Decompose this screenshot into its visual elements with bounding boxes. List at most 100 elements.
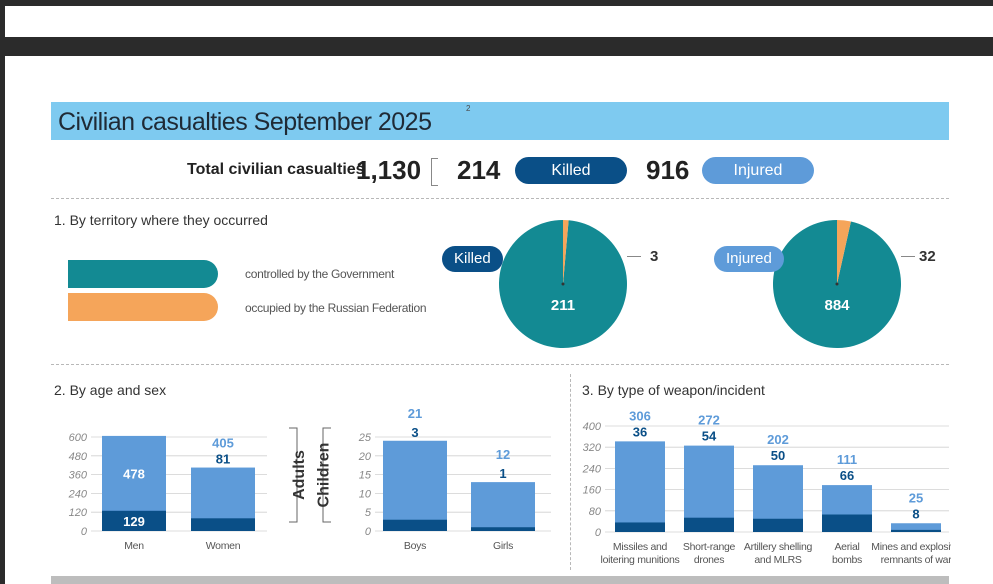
section-3-title: 3. By type of weapon/incident [582, 382, 765, 398]
adults-children-brackets [289, 427, 331, 523]
title-band: Civilian casualties September 2025 2 [51, 102, 949, 140]
killed-value-label: 36 [633, 424, 647, 439]
bar-killed [471, 527, 535, 531]
bar-killed [615, 522, 665, 532]
totals-label: Total civilian casualties [187, 161, 365, 178]
divider [51, 364, 949, 365]
x-tick-label: bombs [832, 554, 862, 566]
y-tick-label: 0 [81, 526, 88, 538]
x-tick-label: Mines and explosive [871, 541, 951, 553]
injured-value-label: 202 [767, 432, 789, 447]
x-tick-label: Aerial [834, 541, 859, 553]
bar-chart-children: 0 5 10 15 20 25 Boys 3 21 Girls 1 12 [358, 406, 551, 552]
injured-count: 916 [646, 155, 690, 185]
bar-killed [102, 510, 166, 531]
y-tick-label: 0 [365, 526, 372, 538]
injured-value-label: 12 [496, 447, 510, 462]
y-tick-label: 240 [582, 463, 602, 475]
pie-center-dot [835, 282, 839, 286]
x-tick-label: Missiles and [613, 541, 668, 553]
bar-killed [891, 529, 941, 532]
bar-injured [471, 482, 535, 531]
pie-chart-killed: 211 [499, 220, 627, 348]
pie-killed-tag: Killed [442, 246, 503, 272]
children-label: Children [315, 442, 333, 508]
y-tick-label: 5 [365, 507, 372, 519]
y-tick-label: 160 [583, 485, 602, 497]
killed-value-label: 3 [411, 425, 418, 440]
x-tick-label: loitering munitions [601, 554, 680, 566]
page-title: Civilian casualties September 2025 [58, 108, 432, 136]
section-2-title: 2. By age and sex [54, 382, 167, 398]
legend-swatch-occupied [68, 293, 218, 321]
killed-value-label: 129 [123, 514, 145, 529]
injured-pill: Injured [702, 157, 814, 184]
title-footnote: 2 [466, 104, 471, 113]
y-tick-label: 480 [69, 451, 88, 463]
pie-killed-occupied-value: 3 [650, 248, 659, 265]
pie-slice-occupied [837, 220, 851, 284]
injured-value-label: 111 [837, 452, 857, 467]
killed-value-label: 8 [912, 506, 919, 521]
divider [51, 198, 949, 199]
injured-value-label: 272 [698, 413, 720, 428]
injured-value-label: 478 [123, 466, 145, 481]
bar-injured [383, 440, 447, 531]
killed-value-label: 50 [771, 448, 785, 463]
legend-label-government: controlled by the Government [245, 267, 395, 281]
y-tick-label: 320 [583, 442, 602, 454]
injured-value-label: 405 [212, 436, 234, 451]
pie-injured-tag: Injured [714, 246, 784, 272]
y-tick-label: 20 [358, 451, 372, 463]
bar-killed [383, 519, 447, 531]
pie-label-government: 884 [824, 297, 850, 314]
x-tick-label: remnants of war [881, 554, 951, 566]
y-tick-label: 25 [358, 432, 372, 444]
x-tick-label: and MLRS [754, 554, 802, 566]
y-tick-label: 240 [68, 488, 88, 500]
pie-center-dot [561, 282, 565, 286]
adults-label: Adults [290, 450, 308, 500]
killed-value-label: 54 [702, 429, 717, 444]
bar-injured [684, 445, 734, 532]
injured-value-label: 25 [909, 490, 923, 505]
y-tick-label: 80 [589, 506, 602, 518]
bar-killed [191, 518, 255, 531]
legend-swatch-government [68, 260, 218, 288]
x-tick-label: Women [206, 540, 241, 552]
pie-injured-leader [901, 256, 915, 257]
killed-count: 214 [457, 155, 501, 185]
children-bracket [322, 427, 331, 523]
bar-killed [753, 518, 803, 532]
killed-value-label: 1 [499, 466, 506, 481]
browser-top-bar [5, 6, 993, 37]
adults-bracket [289, 427, 298, 523]
x-tick-label: Men [124, 540, 144, 552]
pie-injured-occupied-value: 32 [919, 248, 936, 265]
y-tick-label: 600 [69, 432, 88, 444]
y-tick-label: 0 [595, 527, 602, 539]
x-tick-label: Boys [404, 540, 426, 552]
killed-value-label: 81 [216, 452, 230, 467]
killed-value-label: 66 [840, 468, 854, 483]
x-tick-label: Short-range [683, 541, 736, 553]
bar-injured [891, 523, 941, 532]
injured-value-label: 306 [629, 408, 651, 423]
section-1-title: 1. By territory where they occurred [54, 212, 268, 228]
y-tick-label: 15 [359, 470, 372, 482]
legend-label-occupied: occupied by the Russian Federation [245, 301, 427, 315]
y-tick-label: 10 [359, 488, 372, 500]
bar-injured [615, 441, 665, 532]
totals-bracket [431, 158, 438, 186]
infographic-panel: Civilian casualties September 2025 2 Tot… [5, 56, 993, 584]
bar-killed [822, 514, 872, 532]
pie-slice-occupied [563, 220, 569, 284]
y-tick-label: 120 [69, 507, 88, 519]
bottom-image-strip [51, 576, 949, 584]
total-count: 1,130 [356, 155, 422, 185]
x-tick-label: Artillery shelling [744, 541, 813, 553]
injured-value-label: 21 [408, 406, 422, 421]
pie-chart-injured: 884 [773, 220, 901, 348]
